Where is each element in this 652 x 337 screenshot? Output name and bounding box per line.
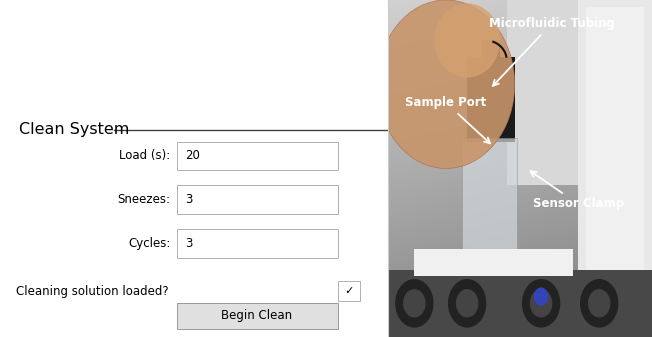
Text: Microfluidic Tubing: Microfluidic Tubing [489, 17, 615, 86]
FancyBboxPatch shape [177, 185, 338, 214]
FancyBboxPatch shape [415, 249, 572, 276]
Circle shape [396, 280, 433, 327]
FancyBboxPatch shape [177, 229, 338, 258]
Text: Sensor Clamp: Sensor Clamp [531, 171, 623, 210]
Circle shape [523, 280, 559, 327]
FancyBboxPatch shape [586, 7, 644, 330]
Circle shape [456, 290, 478, 317]
FancyBboxPatch shape [338, 281, 360, 301]
Circle shape [535, 288, 548, 305]
Text: Cycles:: Cycles: [128, 237, 171, 250]
Text: Cleaning solution loaded?: Cleaning solution loaded? [16, 285, 168, 298]
FancyBboxPatch shape [467, 57, 514, 142]
FancyBboxPatch shape [462, 138, 517, 263]
FancyBboxPatch shape [507, 0, 652, 185]
Text: Sample Port: Sample Port [406, 96, 490, 143]
Text: 3: 3 [185, 193, 192, 206]
FancyBboxPatch shape [177, 142, 338, 170]
Circle shape [589, 290, 610, 317]
Ellipse shape [378, 0, 514, 168]
Ellipse shape [434, 3, 500, 78]
Text: Load (s):: Load (s): [119, 149, 171, 162]
Circle shape [531, 290, 552, 317]
Circle shape [449, 280, 486, 327]
Text: Begin Clean: Begin Clean [222, 309, 293, 323]
Text: Clean System: Clean System [20, 122, 130, 137]
Text: Sneezes:: Sneezes: [118, 193, 171, 206]
Text: 3: 3 [185, 237, 192, 250]
FancyBboxPatch shape [482, 40, 500, 61]
FancyBboxPatch shape [388, 270, 652, 337]
FancyBboxPatch shape [177, 303, 338, 329]
FancyBboxPatch shape [578, 0, 652, 337]
Circle shape [581, 280, 617, 327]
Text: 20: 20 [185, 149, 200, 162]
Text: ✓: ✓ [344, 286, 353, 296]
Circle shape [404, 290, 425, 317]
